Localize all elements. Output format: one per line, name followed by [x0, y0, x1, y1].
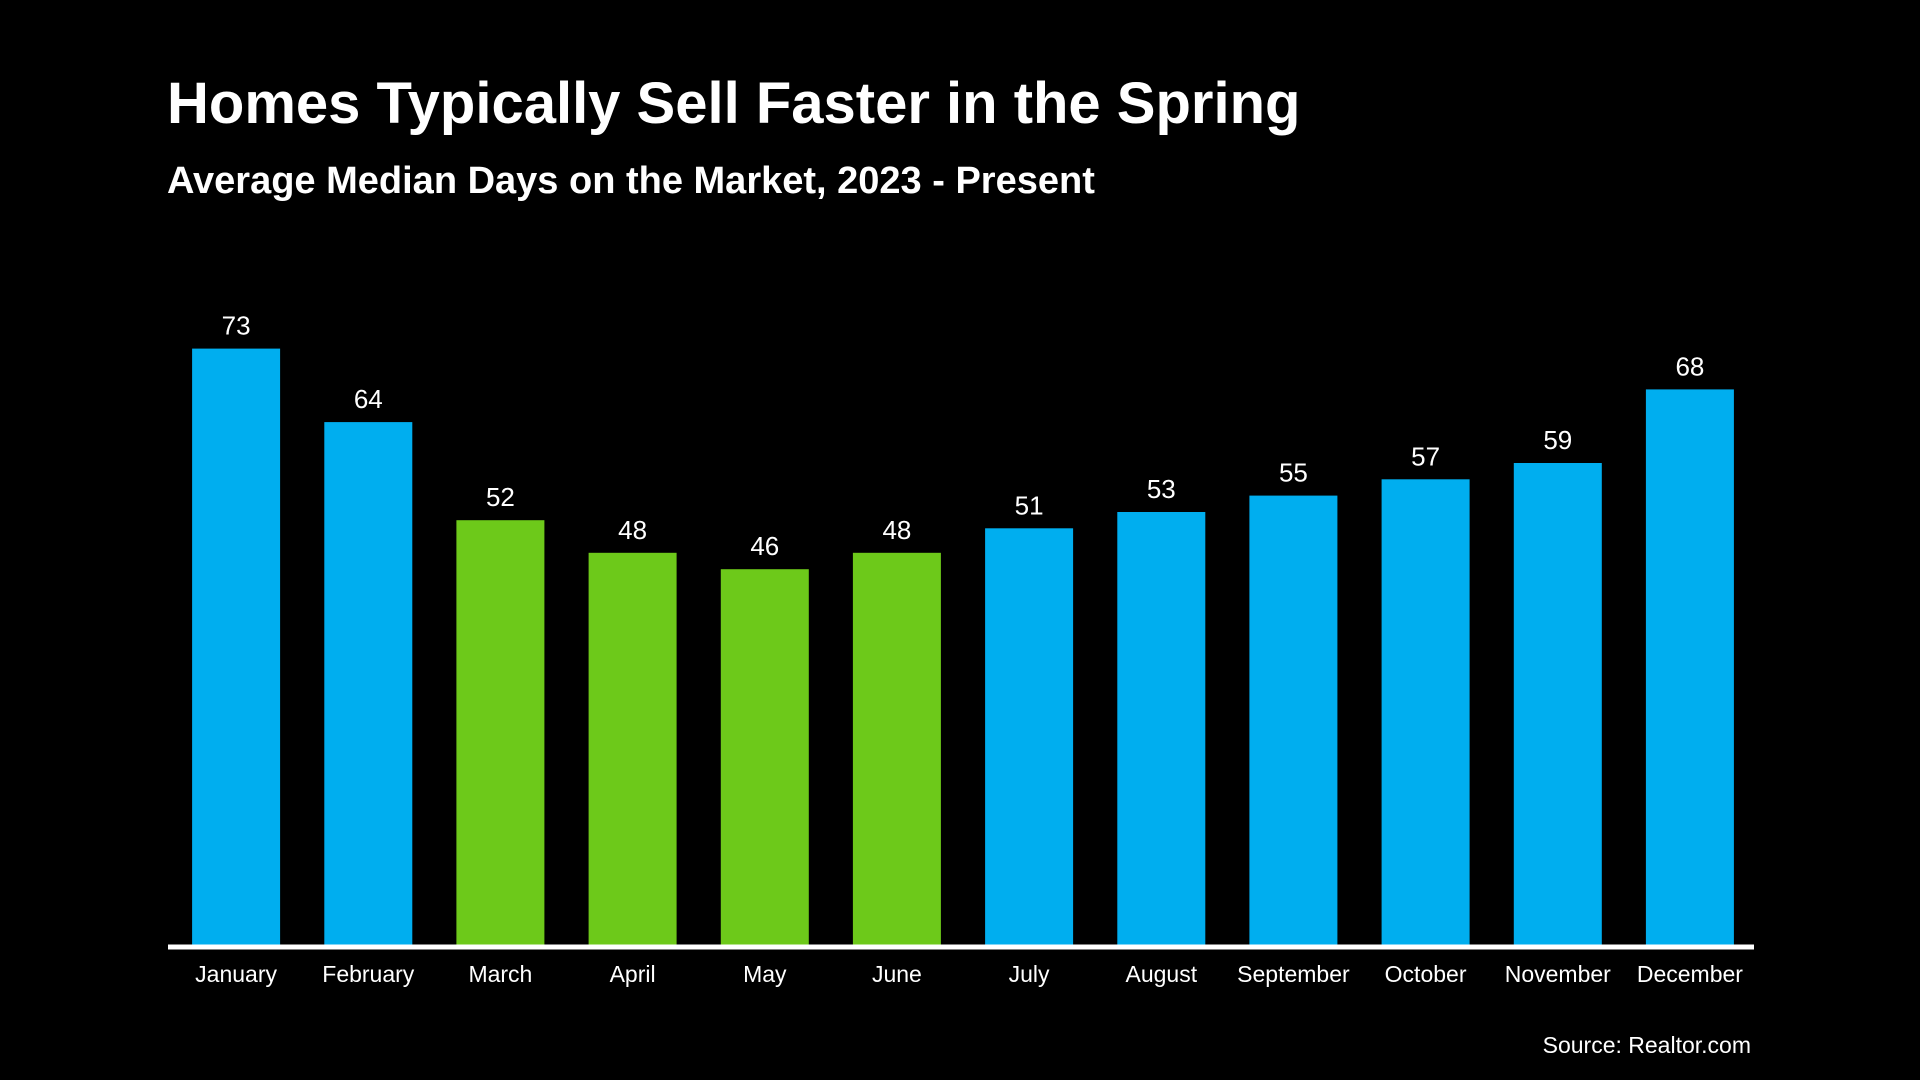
category-label-june: June — [872, 961, 922, 987]
bar-june — [852, 552, 941, 945]
value-label-august: 53 — [1147, 474, 1176, 504]
value-label-march: 52 — [486, 482, 515, 512]
category-labels-group: January February March April May June July Augu… — [195, 961, 1743, 987]
bar-january — [192, 348, 281, 946]
bars-group — [192, 348, 1734, 946]
value-label-november: 59 — [1543, 425, 1572, 455]
category-label-november: November — [1505, 961, 1611, 987]
bar-november — [1513, 463, 1602, 945]
category-label-march: March — [468, 961, 532, 987]
bar-july — [985, 528, 1074, 945]
category-label-september: September — [1237, 961, 1350, 987]
value-label-may: 46 — [750, 531, 779, 561]
bar-september — [1249, 495, 1338, 945]
value-label-december: 68 — [1675, 351, 1704, 381]
value-label-july: 51 — [1015, 490, 1044, 520]
chart-title: Homes Typically Sell Faster in the Sprin… — [167, 71, 1301, 136]
value-label-february: 64 — [354, 384, 383, 414]
value-labels-group: 73 64 52 48 46 48 51 53 55 57 59 68 — [222, 311, 1705, 562]
bar-april — [588, 552, 677, 945]
category-label-february: February — [322, 961, 415, 987]
bar-february — [324, 422, 413, 946]
chart-subtitle: Average Median Days on the Market, 2023 … — [167, 160, 1095, 202]
value-label-september: 55 — [1279, 458, 1308, 488]
bar-october — [1381, 479, 1470, 945]
category-label-may: May — [743, 961, 787, 987]
category-label-october: October — [1385, 961, 1467, 987]
value-label-june: 48 — [882, 515, 911, 545]
value-label-january: 73 — [222, 311, 251, 341]
category-label-april: April — [610, 961, 656, 987]
bar-august — [1117, 512, 1206, 945]
bar-may — [720, 569, 809, 945]
category-label-january: January — [195, 961, 277, 987]
category-label-december: December — [1637, 961, 1743, 987]
category-label-july: July — [1009, 961, 1050, 987]
bar-december — [1645, 389, 1734, 945]
chart-source: Source: Realtor.com — [1542, 1032, 1751, 1058]
value-label-october: 57 — [1411, 441, 1440, 471]
value-label-april: 48 — [618, 515, 647, 545]
bar-march — [456, 520, 545, 945]
category-label-august: August — [1125, 961, 1197, 987]
